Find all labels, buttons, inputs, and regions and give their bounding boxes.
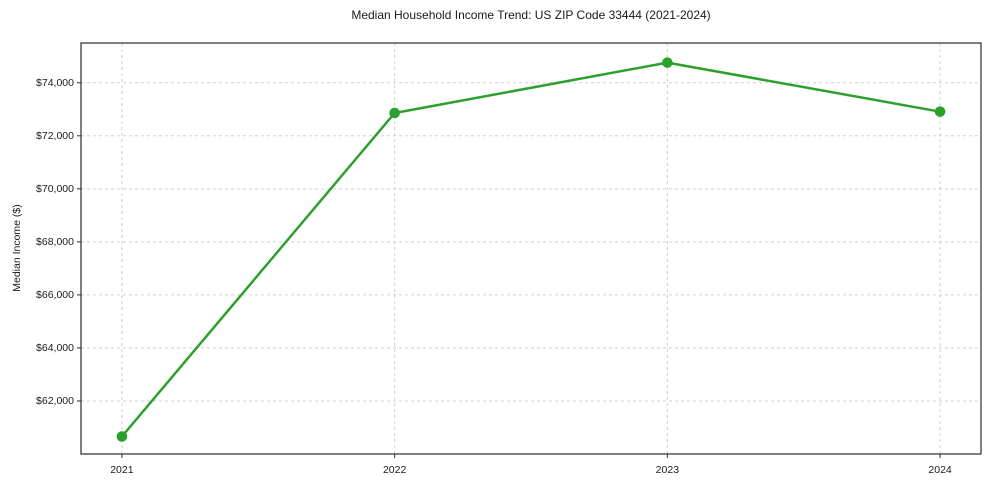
income-trend-line (120, 61, 942, 438)
chart-title: Median Household Income Trend: US ZIP Co… (351, 8, 711, 22)
data-point-marker (934, 106, 946, 117)
plot-frame (80, 42, 982, 455)
y-tick-label: $68,000 (36, 235, 74, 248)
x-tick-label: 2023 (655, 464, 680, 476)
x-tick-label: 2022 (382, 464, 407, 476)
data-point-marker (389, 107, 400, 119)
y-tick-label: $74,000 (36, 76, 74, 89)
y-tick-label: $62,000 (36, 394, 74, 407)
data-point-marker (116, 431, 128, 442)
y-tick-label: $66,000 (36, 288, 74, 301)
data-point-marker (662, 57, 673, 68)
x-tick-label: 2024 (928, 464, 952, 476)
y-tick-label: $64,000 (36, 341, 74, 354)
y-tick-label: $70,000 (36, 182, 74, 195)
x-tick-label: 2021 (110, 464, 134, 476)
y-tick-label: $72,000 (36, 129, 74, 142)
